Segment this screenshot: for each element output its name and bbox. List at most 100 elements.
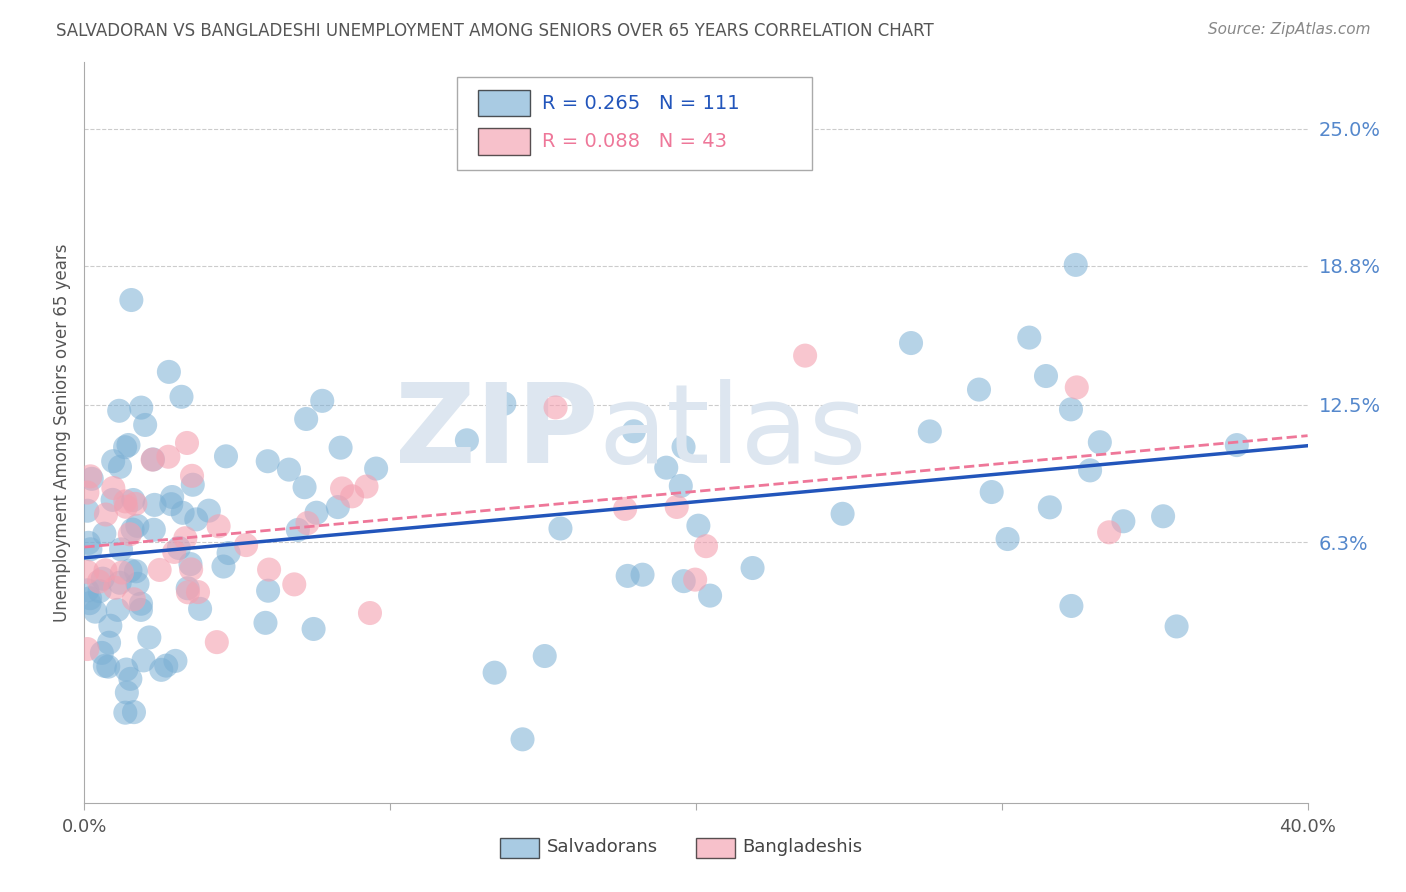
Point [165, 654, 187, 668]
Point [103, 481, 125, 495]
Point [688, 518, 710, 533]
Point [115, 500, 138, 514]
Y-axis label: Unemployment Among Seniors over 65 years: Unemployment Among Seniors over 65 years [53, 244, 72, 622]
Point [80, 472, 103, 486]
Point [533, 648, 555, 663]
Point [831, 507, 853, 521]
Point [142, 452, 165, 467]
FancyBboxPatch shape [501, 838, 540, 858]
Text: Bangladeshis: Bangladeshis [742, 838, 862, 856]
Point [980, 485, 1002, 500]
Point [76, 642, 98, 657]
Point [127, 519, 149, 533]
Point [254, 615, 277, 630]
Point [98, 619, 121, 633]
Point [170, 390, 193, 404]
Point [101, 492, 124, 507]
Point [181, 468, 204, 483]
Point [494, 397, 516, 411]
Point [134, 417, 156, 432]
Point [127, 577, 149, 591]
Point [198, 503, 221, 517]
Point [76, 485, 98, 500]
Point [278, 462, 301, 476]
Point [129, 401, 152, 415]
Point [121, 523, 143, 537]
Point [1088, 435, 1111, 450]
Point [176, 436, 198, 450]
Point [76, 504, 98, 518]
Point [181, 477, 204, 491]
Point [176, 581, 198, 595]
Point [142, 523, 165, 537]
Text: R = 0.088   N = 43: R = 0.088 N = 43 [541, 132, 727, 151]
Point [1018, 330, 1040, 344]
Point [294, 480, 316, 494]
Point [186, 512, 208, 526]
Point [125, 564, 148, 578]
Point [695, 539, 717, 553]
Point [918, 425, 941, 439]
Point [456, 434, 478, 448]
Point [205, 635, 228, 649]
Point [172, 506, 194, 520]
Point [150, 663, 173, 677]
Point [616, 569, 638, 583]
Point [631, 567, 654, 582]
Point [1112, 514, 1135, 528]
Point [114, 494, 136, 508]
Point [104, 581, 127, 595]
Point [794, 349, 817, 363]
Point [212, 559, 235, 574]
Point [283, 577, 305, 591]
Point [149, 563, 172, 577]
Point [330, 482, 353, 496]
Point [77, 536, 100, 550]
Point [122, 705, 145, 719]
Point [124, 497, 146, 511]
Point [108, 459, 131, 474]
Point [356, 479, 378, 493]
Text: ZIP: ZIP [395, 379, 598, 486]
Point [550, 521, 572, 535]
Point [142, 452, 165, 467]
Point [94, 508, 117, 522]
Point [114, 706, 136, 720]
Point [157, 365, 180, 379]
Point [129, 603, 152, 617]
Point [120, 293, 142, 307]
Point [218, 546, 240, 560]
Point [1060, 402, 1083, 417]
Point [257, 563, 280, 577]
Point [132, 653, 155, 667]
Point [614, 502, 637, 516]
Point [187, 585, 209, 599]
Point [114, 440, 136, 454]
Point [655, 460, 678, 475]
Point [160, 497, 183, 511]
Point [157, 450, 180, 464]
Point [143, 498, 166, 512]
Point [295, 412, 318, 426]
Point [101, 454, 124, 468]
Point [111, 566, 134, 580]
Point [215, 450, 238, 464]
Point [160, 490, 183, 504]
Point [311, 393, 333, 408]
Text: atlas: atlas [598, 379, 866, 486]
Point [107, 603, 129, 617]
Point [297, 516, 319, 530]
Point [326, 500, 349, 514]
Point [1098, 525, 1121, 540]
Point [93, 526, 115, 541]
Point [118, 527, 141, 541]
Point [672, 574, 695, 588]
FancyBboxPatch shape [457, 78, 813, 169]
Point [97, 659, 120, 673]
Point [287, 523, 309, 537]
Point [108, 575, 131, 590]
Point [115, 685, 138, 699]
Point [177, 585, 200, 599]
Point [235, 538, 257, 552]
Point [122, 493, 145, 508]
